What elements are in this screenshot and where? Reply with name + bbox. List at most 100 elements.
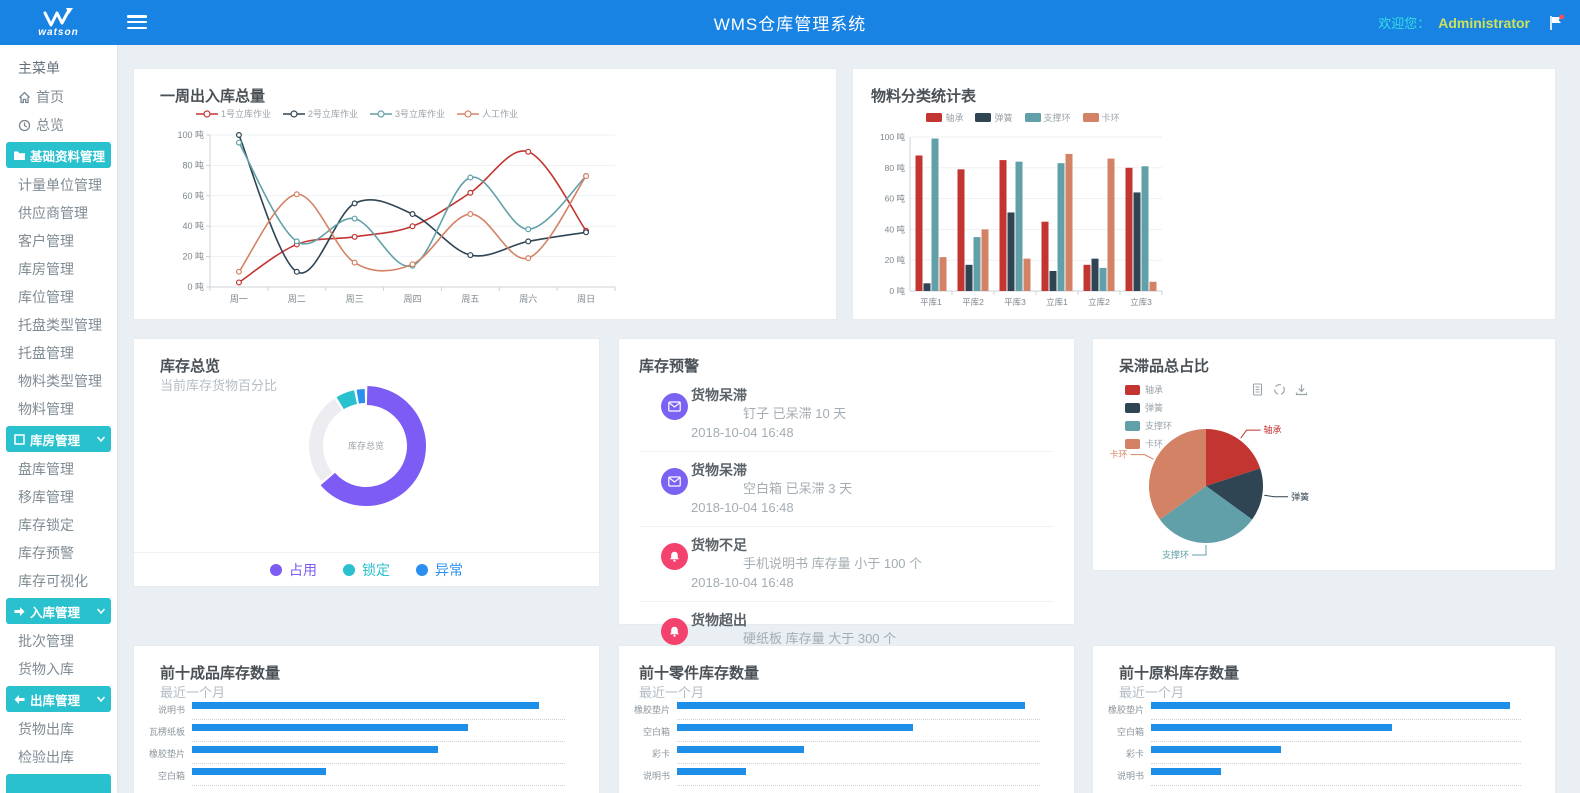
sidebar-item-总览[interactable]: 总览	[0, 111, 117, 139]
sidebar-item-库房管理[interactable]: 库房管理	[6, 426, 111, 452]
bar-label: 橡胶垫片	[633, 704, 670, 715]
sidebar-item-盘库管理[interactable]: 盘库管理	[0, 455, 117, 483]
legend-item-轴承[interactable]: 轴承	[1125, 383, 1172, 396]
bar-row-橡胶垫片: 橡胶垫片	[1103, 698, 1521, 720]
legend-item-异常[interactable]: 异常	[416, 560, 463, 580]
download-icon[interactable]	[1295, 383, 1308, 396]
card-title: 前十原料库存数量	[1119, 665, 1240, 682]
refresh-icon[interactable]	[1273, 383, 1286, 396]
legend-item-轴承[interactable]: 轴承	[926, 111, 963, 124]
alert-item[interactable]: 货物呆滞 钉子 已呆滞 10 天 2018-10-04 16:48	[639, 377, 1054, 452]
bar-label: 彩卡	[1125, 748, 1144, 759]
svg-text:立库2: 立库2	[1088, 297, 1110, 307]
legend-item-支撑环[interactable]: 支撑环	[1125, 419, 1172, 432]
sidebar-item-物料类型管理[interactable]: 物料类型管理	[0, 367, 117, 395]
legend-item-卡环[interactable]: 卡环	[1125, 437, 1172, 450]
svg-text:60 吨: 60 吨	[182, 190, 204, 201]
svg-text:20 吨: 20 吨	[885, 255, 906, 265]
data-view-icon[interactable]	[1251, 383, 1264, 396]
card-material-bar: 物料分类统计表 轴承 弹簧 支撑环 卡环 0 吨 20 吨 40 吨 60 吨 80 吨 100…	[852, 68, 1556, 320]
legend-item-支撑环[interactable]: 支撑环	[1024, 111, 1071, 124]
sidebar-item-批次管理[interactable]: 批次管理	[0, 627, 117, 655]
legend-item-3号立库作业[interactable]: 3号立库作业	[370, 107, 445, 120]
card-inventory-alerts: 库存预警 货物呆滞 钉子 已呆滞 10 天 2018-10-04 16:48 货物呆滞…	[618, 338, 1075, 665]
warehouse-icon	[14, 433, 25, 445]
card-title: 前十成品库存数量	[160, 665, 281, 682]
sidebar-item-库房管理[interactable]: 库房管理	[0, 255, 117, 283]
sidebar-item-供应商管理[interactable]: 供应商管理	[0, 199, 117, 227]
bar-label: 空白箱	[1116, 726, 1144, 737]
sidebar-item-label: 供应商管理	[18, 205, 88, 221]
sidebar-item-出库管理[interactable]: 出库管理	[6, 686, 111, 712]
legend-item-弹簧[interactable]: 弹簧	[975, 111, 1013, 124]
bar-value	[192, 768, 327, 775]
card-subtitle: 最近一个月	[1119, 685, 1185, 700]
bar-value	[677, 724, 913, 731]
sidebar-item-label: 客户管理	[18, 233, 74, 249]
svg-text:0 吨: 0 吨	[187, 281, 204, 292]
sidebar-item-货物入库[interactable]: 货物入库	[0, 655, 117, 683]
sidebar-item-label: 物料类型管理	[18, 373, 102, 389]
card-title: 一周出入库总量	[160, 88, 266, 105]
bar-label: 说明书	[157, 704, 185, 715]
svg-text:80 吨: 80 吨	[182, 159, 204, 170]
legend-item-2号立库作业[interactable]: 2号立库作业	[283, 107, 358, 120]
alert-item[interactable]: 货物不足 手机说明书 库存量 小于 100 个 2018-10-04 16:48	[639, 527, 1054, 602]
brand-name: watson	[38, 27, 79, 38]
alert-timestamp: 2018-10-04 16:48	[691, 500, 794, 515]
alert-description: 空白箱 已呆滞 3 天	[743, 481, 853, 496]
hbar-chart: 橡胶垫片 空白箱 彩卡 说明书	[629, 698, 1040, 786]
alert-list: 货物呆滞 钉子 已呆滞 10 天 2018-10-04 16:48 货物呆滞 空白箱 已…	[639, 377, 1054, 676]
legend-item-人工作业[interactable]: 人工作业	[457, 107, 518, 120]
legend-item-弹簧[interactable]: 弹簧	[1125, 401, 1172, 414]
sidebar-header: 主菜单	[18, 60, 60, 76]
envelope-icon	[661, 393, 688, 420]
svg-text:弹簧: 弹簧	[1291, 491, 1309, 502]
legend-item-1号立库作业[interactable]: 1号立库作业	[196, 107, 271, 120]
sidebar-item-label: 总览	[36, 117, 64, 133]
bar-row-说明书: 说明书	[629, 764, 1040, 786]
brand-logo[interactable]: watson	[0, 0, 117, 45]
username[interactable]: Administrator	[1438, 14, 1530, 31]
alert-title: 货物呆滞	[691, 462, 747, 478]
svg-text:周五: 周五	[461, 294, 479, 304]
sidebar-item-label: 货物入库	[18, 661, 74, 677]
legend-item-卡环[interactable]: 卡环	[1082, 111, 1120, 124]
flag-icon[interactable]	[1546, 13, 1566, 33]
bar-label: 橡胶垫片	[148, 748, 185, 759]
sidebar-item-库存可视化[interactable]: 库存可视化	[0, 567, 117, 595]
sidebar-item-库存锁定[interactable]: 库存锁定	[0, 511, 117, 539]
sidebar-item-物料管理[interactable]: 物料管理	[0, 395, 117, 423]
chevron-down-icon	[96, 436, 106, 443]
svg-text:平库1: 平库1	[920, 297, 942, 307]
sidebar-item-托盘类型管理[interactable]: 托盘类型管理	[0, 311, 117, 339]
card-title: 物料分类统计表	[871, 88, 977, 105]
alert-description: 钉子 已呆滞 10 天	[743, 406, 847, 421]
sidebar-item-托盘管理[interactable]: 托盘管理	[0, 339, 117, 367]
legend-item-锁定[interactable]: 锁定	[343, 560, 390, 580]
sidebar-item-label: 基础资料管理	[30, 149, 106, 164]
sidebar-item-检验出库[interactable]: 检验出库	[0, 743, 117, 771]
sidebar-item-首页[interactable]: 首页	[0, 83, 117, 111]
sidebar-item-库位管理[interactable]: 库位管理	[0, 283, 117, 311]
sidebar-item-库存预警[interactable]: 库存预警	[0, 539, 117, 567]
sidebar-item-stub[interactable]	[6, 774, 111, 793]
bar-row-说明书: 说明书	[144, 698, 565, 720]
legend-item-占用[interactable]: 占用	[270, 560, 317, 580]
line-chart: 0 吨 20 吨 40 吨 60 吨 80 吨 100 吨周一 周二 周三 周四 周五 周六 周日	[172, 121, 627, 313]
svg-text:40 吨: 40 吨	[182, 220, 204, 231]
donut-chart: 库存总览	[286, 366, 446, 526]
sidebar-item-计量单位管理[interactable]: 计量单位管理	[0, 171, 117, 199]
sidebar-item-label: 移库管理	[18, 489, 74, 505]
sidebar-item-客户管理[interactable]: 客户管理	[0, 227, 117, 255]
overview-icon	[18, 119, 31, 131]
alert-timestamp: 2018-10-04 16:48	[691, 575, 794, 590]
hamburger-icon[interactable]	[127, 13, 147, 31]
sidebar-item-label: 出库管理	[30, 693, 81, 708]
bar-value	[192, 702, 539, 709]
sidebar-item-移库管理[interactable]: 移库管理	[0, 483, 117, 511]
sidebar-item-入库管理[interactable]: 入库管理	[6, 598, 111, 624]
alert-item[interactable]: 货物呆滞空白箱 已呆滞 3 天 2018-10-04 16:48	[639, 452, 1054, 527]
sidebar-item-基础资料管理[interactable]: 基础资料管理	[6, 142, 111, 168]
sidebar-item-货物出库[interactable]: 货物出库	[0, 715, 117, 743]
